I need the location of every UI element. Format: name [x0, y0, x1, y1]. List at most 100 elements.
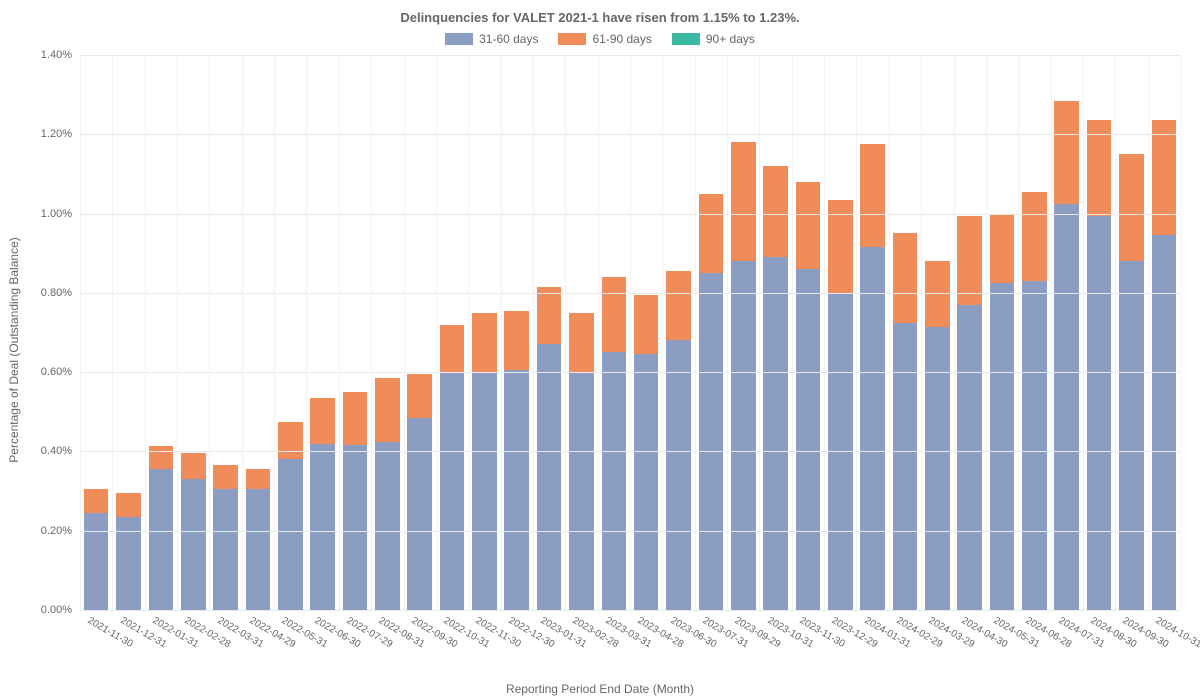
y-tick-label: 1.20% — [12, 128, 72, 140]
bar-segment — [181, 479, 206, 610]
bar-segment — [84, 513, 109, 610]
bar-slot: 2023-12-29 — [824, 55, 856, 610]
bar-segment — [1054, 101, 1079, 204]
bar-stack — [796, 182, 821, 610]
bar-segment — [602, 277, 627, 352]
y-tick-label: 1.40% — [12, 49, 72, 61]
bar-slot: 2023-01-31 — [533, 55, 565, 610]
bar-slot: 2024-09-30 — [1115, 55, 1147, 610]
bar-segment — [990, 214, 1015, 283]
bar-segment — [246, 489, 271, 610]
bar-slot: 2021-12-31 — [112, 55, 144, 610]
bar-segment — [1054, 204, 1079, 610]
bar-stack — [990, 214, 1015, 610]
bar-segment — [181, 453, 206, 479]
bar-stack — [440, 325, 465, 610]
legend-label: 61-90 days — [592, 32, 651, 46]
bar-stack — [213, 465, 238, 610]
grid-line — [792, 55, 793, 610]
bar-stack — [925, 261, 950, 610]
bar-segment — [343, 392, 368, 446]
bar-stack — [828, 200, 853, 610]
grid-line — [404, 55, 405, 610]
bar-slot: 2024-08-30 — [1083, 55, 1115, 610]
bar-stack — [84, 489, 109, 610]
y-axis-label: Percentage of Deal (Outstanding Balance) — [7, 237, 21, 462]
bar-segment — [569, 372, 594, 610]
grid-line — [371, 55, 372, 610]
bar-stack — [731, 142, 756, 610]
bar-stack — [957, 216, 982, 610]
bar-segment — [375, 378, 400, 441]
grid-line — [856, 55, 857, 610]
bar-segment — [310, 444, 335, 611]
bar-slot: 2022-05-31 — [274, 55, 306, 610]
grid-line — [1115, 55, 1116, 610]
bar-slot: 2022-03-31 — [209, 55, 241, 610]
bar-segment — [1152, 120, 1177, 235]
bar-stack — [504, 311, 529, 610]
chart-title: Delinquencies for VALET 2021-1 have rise… — [0, 10, 1200, 25]
bar-segment — [537, 287, 562, 344]
bar-stack — [699, 194, 724, 610]
bar-stack — [763, 166, 788, 610]
bar-stack — [181, 453, 206, 610]
bar-stack — [569, 313, 594, 610]
bar-segment — [699, 194, 724, 273]
bar-stack — [602, 277, 627, 610]
bar-slot: 2023-03-31 — [598, 55, 630, 610]
grid-line — [986, 55, 987, 610]
bar-slot: 2024-04-30 — [954, 55, 986, 610]
grid-line — [339, 55, 340, 610]
legend-swatch — [558, 33, 586, 45]
bar-segment — [1119, 154, 1144, 261]
y-tick-label: 0.80% — [12, 287, 72, 299]
grid-line — [145, 55, 146, 610]
bar-slot: 2023-10-31 — [759, 55, 791, 610]
bar-slot: 2024-01-31 — [856, 55, 888, 610]
grid-line — [824, 55, 825, 610]
bar-segment — [860, 247, 885, 610]
bar-slot: 2022-09-30 — [404, 55, 436, 610]
bar-segment — [925, 327, 950, 610]
grid-line — [598, 55, 599, 610]
grid-line — [306, 55, 307, 610]
bar-stack — [116, 493, 141, 610]
legend-item: 31-60 days — [445, 32, 538, 46]
bar-stack — [246, 469, 271, 610]
bar-slot: 2022-11-30 — [468, 55, 500, 610]
bar-slot: 2023-06-30 — [662, 55, 694, 610]
bar-segment — [569, 313, 594, 372]
bar-stack — [1054, 101, 1079, 610]
bar-segment — [1022, 192, 1047, 281]
y-tick-label: 0.40% — [12, 445, 72, 457]
grid-line — [242, 55, 243, 610]
y-tick-label: 0.60% — [12, 366, 72, 378]
grid-line — [565, 55, 566, 610]
bar-stack — [537, 287, 562, 610]
grid-line — [1180, 55, 1181, 610]
bar-slot: 2022-08-31 — [371, 55, 403, 610]
bar-slot: 2024-07-31 — [1051, 55, 1083, 610]
grid-line — [533, 55, 534, 610]
bar-segment — [763, 166, 788, 257]
bar-segment — [440, 325, 465, 373]
bar-segment — [731, 261, 756, 610]
bar-segment — [1087, 216, 1112, 610]
grid-line — [1018, 55, 1019, 610]
bar-slot: 2024-10-31 — [1148, 55, 1180, 610]
bar-slot: 2022-12-30 — [501, 55, 533, 610]
bar-slot: 2022-07-29 — [339, 55, 371, 610]
bar-stack — [310, 398, 335, 610]
bar-stack — [278, 422, 303, 610]
grid-line — [1148, 55, 1149, 610]
bar-segment — [537, 344, 562, 610]
x-axis-label: Reporting Period End Date (Month) — [0, 682, 1200, 696]
grid-line — [80, 55, 81, 610]
bar-slot: 2023-09-29 — [727, 55, 759, 610]
bar-segment — [213, 489, 238, 610]
bar-segment — [731, 142, 756, 261]
grid-line — [1051, 55, 1052, 610]
bar-stack — [893, 233, 918, 610]
bar-segment — [116, 493, 141, 517]
